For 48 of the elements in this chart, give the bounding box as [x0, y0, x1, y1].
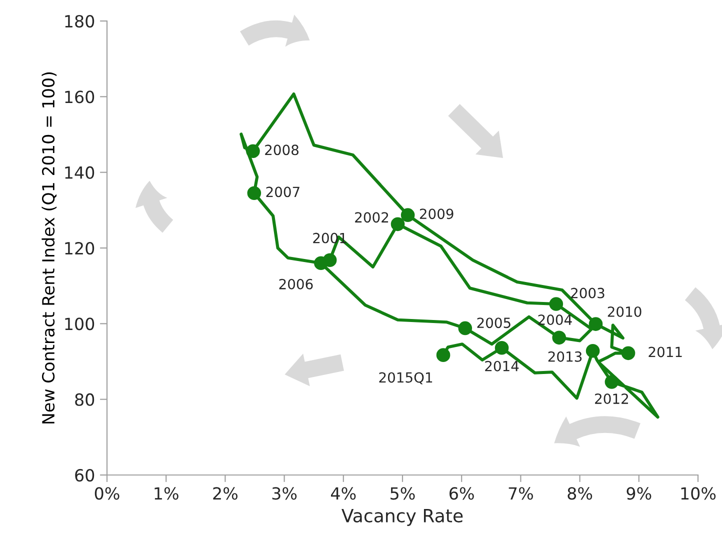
y-axis-title: New Contract Rent Index (Q1 2010 = 100): [42, 72, 57, 424]
point: [246, 144, 260, 158]
annotation: 2015Q1: [379, 372, 432, 384]
x-tick-label: 9%: [626, 487, 652, 500]
annotation: 2006: [279, 278, 313, 290]
x-tick-label: 5%: [390, 487, 415, 500]
annotation: 2011: [648, 346, 682, 358]
x-axis-title: Vacancy Rate: [342, 509, 463, 526]
x-tick-label: 10%: [681, 487, 716, 500]
y-tick-label: 160: [65, 90, 94, 104]
x-tick-label: 4%: [330, 487, 356, 500]
point: [494, 340, 509, 355]
point: [314, 256, 328, 270]
y-tick-label: 60: [75, 468, 94, 482]
point: [458, 321, 472, 336]
x-tick-label: 1%: [154, 487, 178, 500]
y-tick-label: 80: [75, 393, 94, 406]
point: [247, 186, 262, 200]
point: [588, 317, 603, 331]
annotation: 2012: [595, 394, 628, 404]
point: [586, 344, 600, 358]
x-tick-label: 3%: [272, 487, 297, 500]
annotation: 2014: [485, 360, 519, 372]
annotation: 2008: [265, 144, 298, 156]
point: [400, 208, 415, 222]
y-tick-label: 140: [65, 166, 94, 179]
x-tick-label: 6%: [450, 487, 474, 500]
annotation: 2005: [477, 318, 510, 328]
annotation: 2007: [266, 186, 300, 198]
annotation: 2004: [538, 314, 572, 326]
x-tick-label: 0%: [94, 487, 120, 500]
point: [390, 217, 405, 232]
y-tick-label: 100: [65, 318, 94, 330]
annotation: 2002: [355, 212, 388, 223]
annotation: 2009: [420, 208, 454, 220]
x-tick-label: 2%: [213, 487, 238, 500]
annotation: 2003: [571, 288, 604, 298]
point: [549, 297, 564, 311]
x-tick-label: 8%: [568, 487, 592, 500]
point: [621, 346, 636, 360]
y-tick-label: 120: [65, 242, 94, 255]
y-tick-label: 180: [65, 14, 94, 28]
annotation: 2013: [548, 351, 582, 362]
point: [436, 348, 450, 362]
x-tick-label: 7%: [508, 487, 533, 500]
point: [604, 375, 619, 389]
point: [552, 330, 566, 345]
annotation: 2010: [608, 306, 642, 317]
